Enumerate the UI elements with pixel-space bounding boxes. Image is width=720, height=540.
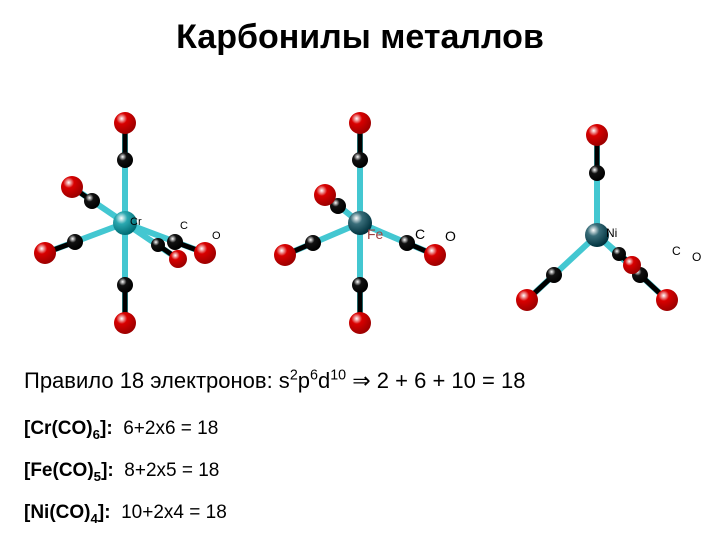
carbon-atom: [352, 152, 368, 168]
calc-rhs: 8+2x5 = 18: [114, 460, 220, 481]
oxygen-atom: [586, 124, 608, 146]
calc-sub: 5: [94, 469, 101, 484]
oxygen-atom: [424, 244, 446, 266]
oxygen-atom: [349, 112, 371, 134]
calc-rhs: 6+2x6 = 18: [113, 418, 219, 439]
slide-page: Карбонилы металлов CrCO FeCO NiCO Правил…: [0, 0, 720, 540]
calc-ni: [Ni(CO)4]: 10+2x4 = 18: [24, 502, 227, 524]
atom-label: Ni: [606, 226, 617, 240]
carbon-atom: [117, 152, 133, 168]
oxygen-atom: [314, 184, 336, 206]
calc-formula: [Cr(CO): [24, 418, 93, 439]
rule-arrow: ⇒: [346, 368, 377, 393]
atom-label: Fe: [367, 226, 384, 242]
calc-formula-tail: ]:: [98, 502, 111, 523]
oxygen-atom: [349, 312, 371, 334]
carbon-atom: [167, 234, 183, 250]
carbon-atom: [67, 234, 83, 250]
rule-exp-p: 6: [310, 368, 318, 384]
calc-formula-tail: ]:: [100, 418, 113, 439]
molecule-cr-co6: Cr C O: [20, 105, 230, 335]
rule-sum: 2 + 6 + 10 = 18: [377, 368, 526, 393]
oxygen-atom: [34, 242, 56, 264]
molecule-ni-co4: Ni CO: [492, 115, 702, 335]
carbon-atom: [84, 193, 100, 209]
rule-exp-s: 2: [290, 368, 298, 384]
carbon-atom: [546, 267, 562, 283]
carbon-atom: [305, 235, 321, 251]
calc-sub: 4: [90, 511, 97, 526]
carbon-atom: [151, 238, 165, 252]
carbon-atom: [117, 277, 133, 293]
atom-label: O: [692, 250, 701, 264]
calc-sub: 6: [93, 427, 100, 442]
oxygen-atom: [516, 289, 538, 311]
oxygen-atom: [61, 176, 83, 198]
atom-label: C: [672, 244, 681, 258]
rule-prefix: Правило 18 электронов: s: [24, 368, 290, 393]
calc-cr: [Cr(CO)6]: 6+2x6 = 18: [24, 418, 218, 440]
atom-label: Cr: [130, 216, 142, 228]
carbon-atom: [589, 165, 605, 181]
oxygen-atom: [656, 289, 678, 311]
calc-fe: [Fe(CO)5]: 8+2x5 = 18: [24, 460, 219, 482]
rule-p: p: [298, 368, 310, 393]
oxygen-atom: [194, 242, 216, 264]
rule-exp-d: 10: [330, 368, 346, 384]
molecule-fe-co5: Fe C O: [255, 105, 465, 335]
oxygen-atom: [114, 312, 136, 334]
carbon-atom: [399, 235, 415, 251]
carbon-atom: [352, 277, 368, 293]
atom-label: O: [445, 228, 456, 244]
atom-label: O: [212, 230, 221, 242]
calc-formula-tail: ]:: [101, 460, 114, 481]
slide-title: Карбонилы металлов: [0, 18, 720, 57]
atom-label: C: [415, 226, 425, 242]
oxygen-atom: [114, 112, 136, 134]
atom-label: C: [180, 220, 188, 232]
oxygen-atom: [169, 250, 187, 268]
carbon-atom: [612, 247, 626, 261]
calc-formula: [Ni(CO): [24, 502, 90, 523]
rule-18-electrons: Правило 18 электронов: s2p6d10 ⇒ 2 + 6 +…: [24, 368, 525, 394]
oxygen-atom: [623, 256, 641, 274]
oxygen-atom: [274, 244, 296, 266]
rule-d: d: [318, 368, 330, 393]
calc-formula: [Fe(CO): [24, 460, 94, 481]
calc-rhs: 10+2x4 = 18: [111, 502, 227, 523]
